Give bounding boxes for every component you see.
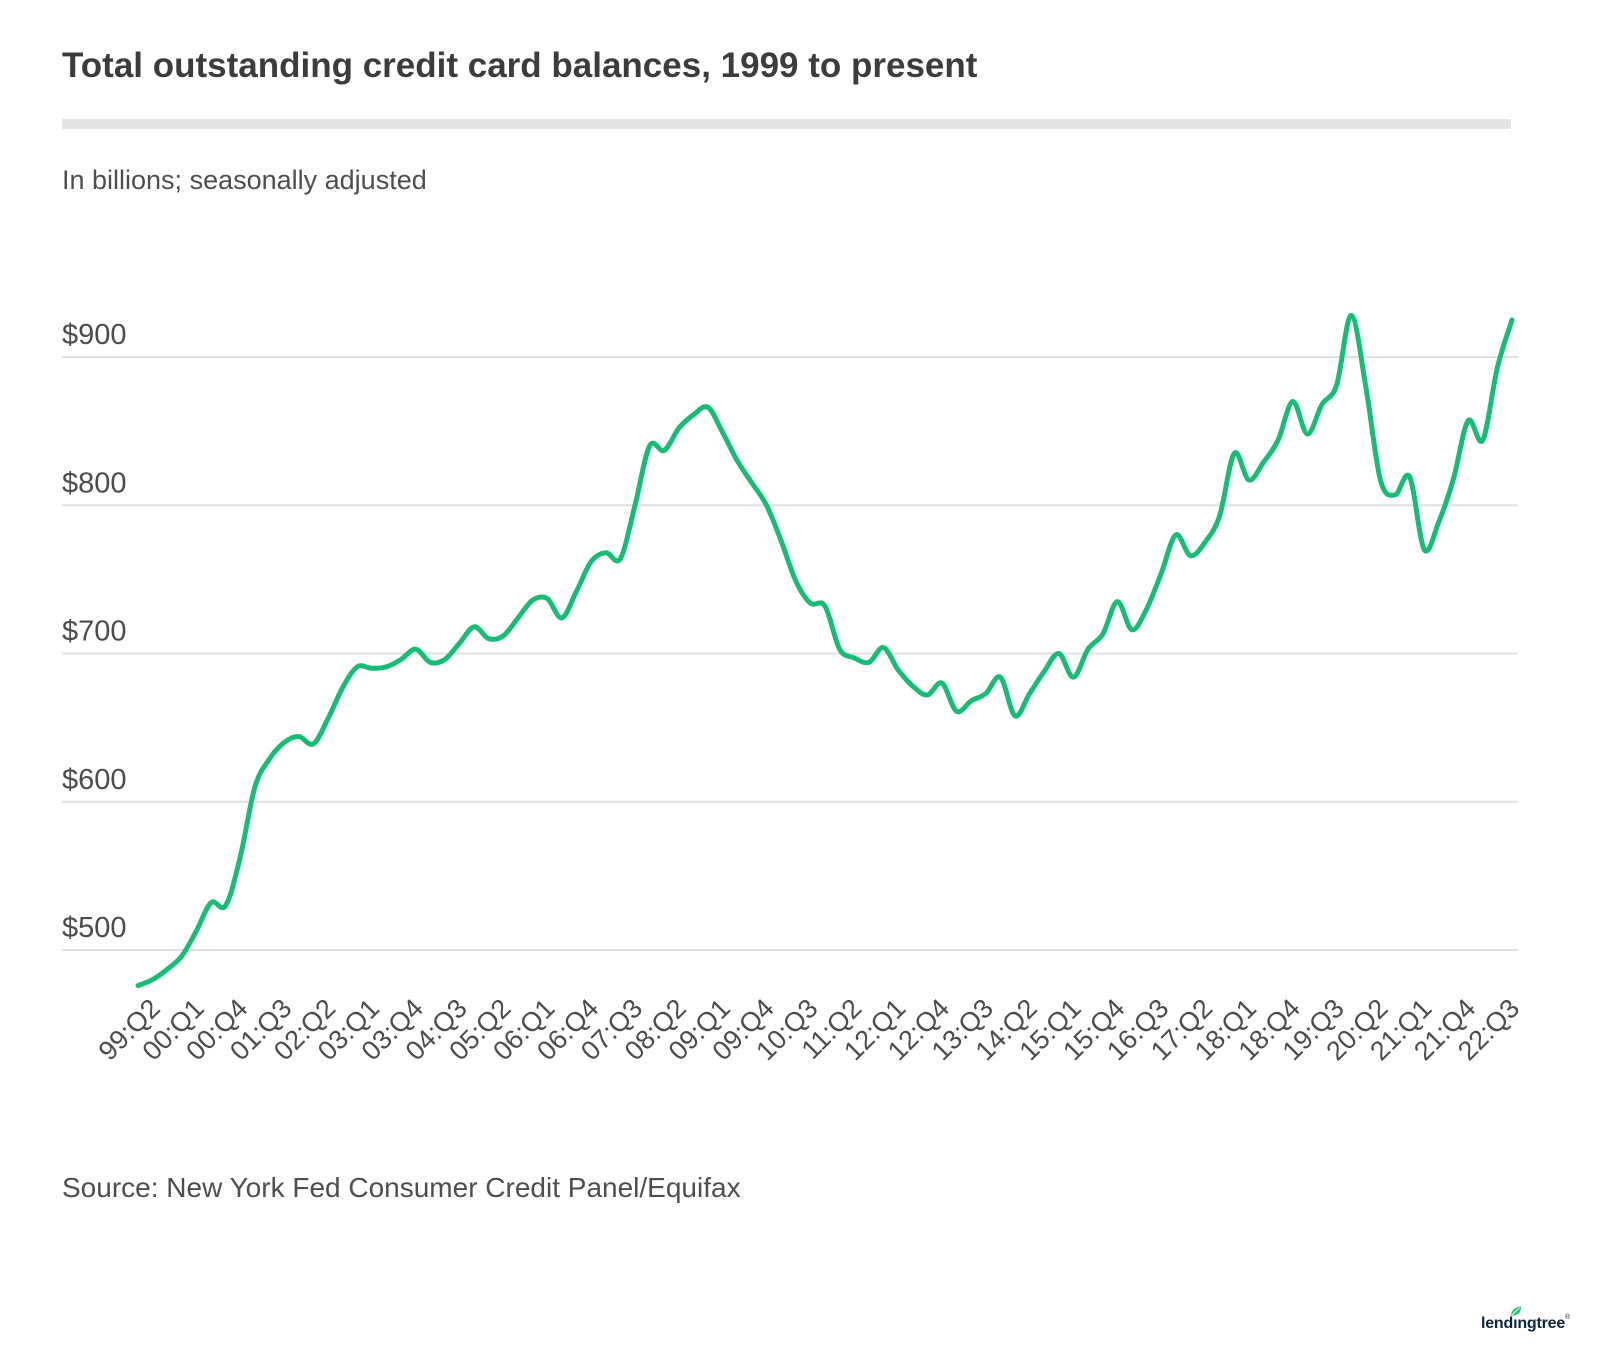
y-axis-label: $800	[62, 467, 127, 499]
logo-text-suffix: ngtree	[1517, 1315, 1566, 1332]
balance-line	[135, 312, 1515, 989]
source-note: Source: New York Fed Consumer Credit Pan…	[62, 1172, 741, 1203]
logo-registered-mark: ®	[1565, 1314, 1570, 1321]
logo-text-prefix: lend	[1480, 1315, 1514, 1332]
leaf-icon	[1510, 1306, 1521, 1316]
logo-dotless-i: ı	[1510, 1306, 1521, 1333]
lendingtree-logo: lend ıngtree®	[1480, 1306, 1570, 1333]
y-axis-label: $500	[62, 912, 127, 944]
y-axis-label: $900	[62, 319, 127, 351]
y-axis-label: $700	[62, 616, 127, 648]
y-axis-label: $600	[62, 764, 127, 796]
divider-bar	[62, 119, 1511, 129]
chart-subtitle: In billions; seasonally adjusted	[62, 165, 427, 195]
chart-title: Total outstanding credit card balances, …	[62, 46, 978, 85]
